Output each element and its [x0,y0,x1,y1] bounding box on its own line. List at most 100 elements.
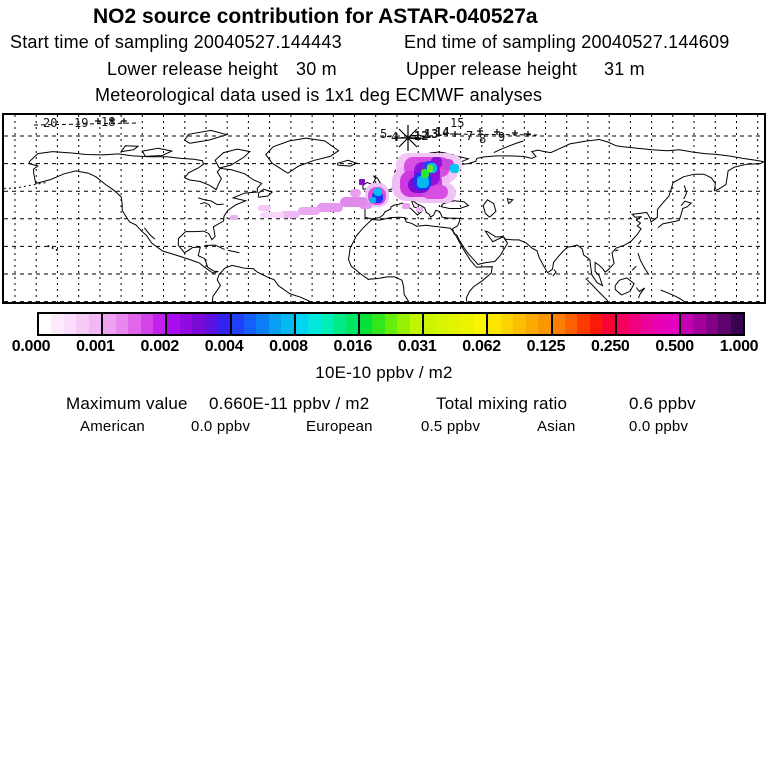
lower-release-value: 30 m [296,59,337,79]
colorbar-cell [500,314,514,334]
plume-blob [372,192,383,203]
european-label: European [306,418,373,435]
colorbar-cell [167,314,180,334]
colorbar-cell [666,314,679,334]
colorbar-cell [680,314,694,334]
trajectory-hour-label: 18 [101,115,116,129]
colorbar-tick-label: 0.062 [462,338,501,355]
trajectory-hour-label: 9 [498,130,506,144]
colorbar-cell [718,314,731,334]
plume-blob [317,203,343,212]
coastlines-layer [4,129,764,302]
colorbar-cell [115,314,129,334]
colorbar-cell [320,314,334,334]
colorbar-cell [217,314,230,334]
colorbar-cell [693,314,706,334]
european-value: 0.5 ppbv [421,418,481,435]
colorbar-segment [293,314,358,334]
colorbar-cell [629,314,642,334]
colorbar-cell [577,314,590,334]
colorbar-tick-label: 0.000 [11,338,51,355]
colorbar-cell [372,314,385,334]
colorbar-cell [461,314,474,334]
colorbar-cell [256,314,269,334]
colorbar-cell [397,314,410,334]
plume-blob [260,212,284,218]
plume-blob [230,215,238,220]
colorbar-cell [589,314,603,334]
plume-blob [280,211,300,218]
plume-blob [350,189,361,197]
colorbar-cell [449,314,462,334]
plume-blob [359,179,365,185]
plume-blob [431,157,442,168]
colorbar-cell [513,314,526,334]
colorbar-segment [422,314,487,334]
colorbar-segment [486,314,551,334]
colorbar-cell [436,314,449,334]
colorbar-tick-label: 0.250 [590,338,630,355]
colorbar-cell [244,314,257,334]
colorbar-cell [192,314,205,334]
colorbar-cell [128,314,141,334]
total-mixing-ratio-value: 0.6 ppbv [629,394,696,413]
colorbar-cell [63,314,77,334]
colorbar-cell [103,314,116,334]
trajectory-hour-label: 12 [414,129,429,143]
colorbar-cell [538,314,551,334]
colorbar-cell [88,314,102,334]
colorbar-tick-label: 0.016 [333,338,373,355]
colorbar-segment [550,314,615,334]
colorbar-cell [281,314,294,334]
colorbar-cell [204,314,218,334]
plume-blob [417,176,429,188]
colorbar-cell [616,314,630,334]
colorbar-cell [152,314,166,334]
trajectory-hour-label: 5 [380,127,388,141]
total-mixing-ratio-label: Total mixing ratio [436,394,568,413]
plume-blob [441,159,454,170]
lower-release-label: Lower release height [107,59,279,79]
colorbar-cell [488,314,501,334]
end-time-text: End time of sampling 20040527.144609 [404,32,730,52]
colorbar-segment [614,314,679,334]
colorbar-tick-label: 0.500 [655,338,694,355]
colorbar-cell [140,314,153,334]
american-label: American [80,418,145,435]
plume-blob [427,165,433,172]
colorbar-cell [76,314,89,334]
trajectory-layer [33,117,538,151]
colorbar-segment [229,314,294,334]
colorbar-tick-label: 0.125 [526,338,566,355]
met-data-text: Meteorological data used is 1x1 deg ECMW… [95,85,543,105]
trajectory-hour-label: 13 [424,127,439,141]
colorbar-cell [231,314,244,334]
colorbar-segment [165,314,230,334]
plume-blob [416,207,423,212]
plume-blob [298,207,320,215]
colorbar-segment [357,314,423,334]
colorbar-tick-label: 0.001 [76,338,115,355]
trajectory-hour-label: 4 [391,130,399,144]
plume-blob [450,164,459,173]
maximum-value-label: Maximum value [66,394,188,413]
colorbar-cell [564,314,578,334]
colorbar-tick-label: 0.031 [397,338,437,355]
upper-release-value: 31 m [604,59,645,79]
trajectory-hour-label: 8 [479,132,487,146]
colorbar-tick-label: 0.008 [269,338,308,355]
upper-release-label: Upper release height [406,59,578,79]
colorbar-cell [359,314,373,334]
colorbar-cell [654,314,667,334]
colorbar-cell [39,314,52,334]
plume-blob [402,203,410,209]
colorbar-cell [409,314,423,334]
maximum-value: 0.660E-11 ppbv / m2 [209,394,370,413]
american-value: 0.0 ppbv [191,418,251,435]
colorbar-cell [424,314,437,334]
colorbar-cell [705,314,719,334]
colorbar-tick-label: 1.000 [719,338,759,355]
colorbar-cell [308,314,321,334]
colorbar-cell [51,314,64,334]
colorbar-cell [473,314,487,334]
